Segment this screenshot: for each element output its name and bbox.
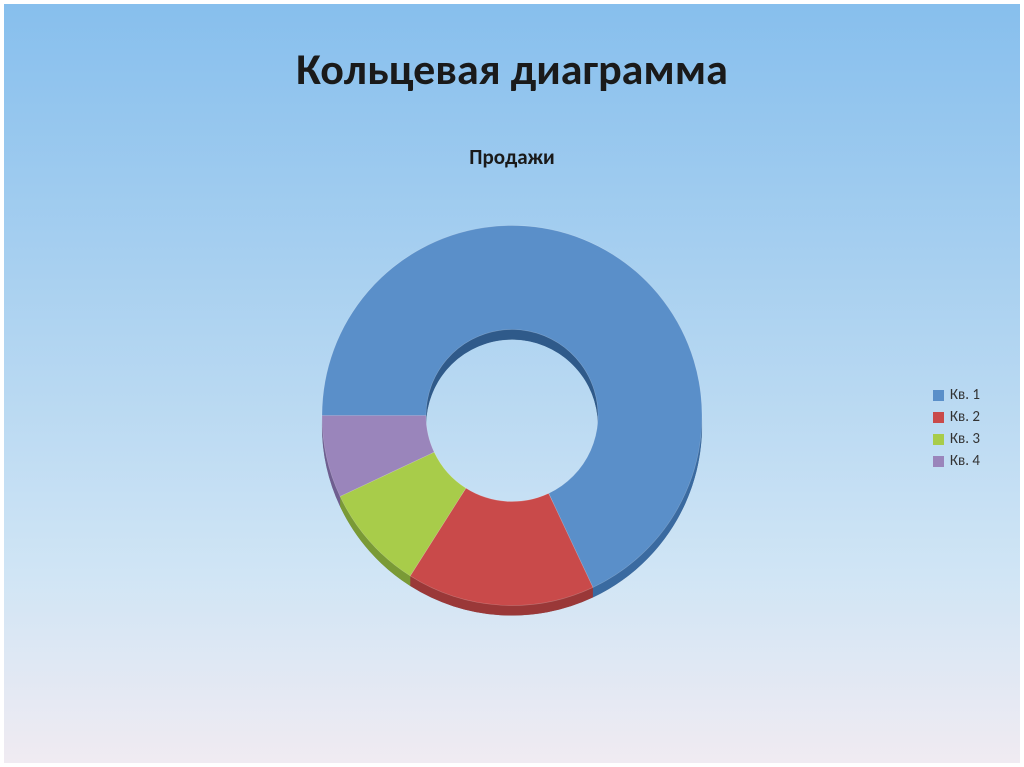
legend-item: Кв. 4 <box>933 452 980 470</box>
donut-svg <box>312 216 712 636</box>
slide: Кольцевая диаграмма Продажи Кв. 1Кв. 2Кв… <box>0 0 1024 767</box>
legend-item: Кв. 2 <box>933 408 980 426</box>
legend-item: Кв. 3 <box>933 430 980 448</box>
legend-swatch <box>933 412 944 423</box>
legend-label: Кв. 3 <box>950 430 980 448</box>
legend-label: Кв. 2 <box>950 408 980 426</box>
legend-swatch <box>933 434 944 445</box>
legend-swatch <box>933 390 944 401</box>
donut-chart <box>312 216 712 641</box>
legend-swatch <box>933 456 944 467</box>
chart-title: Продажи <box>4 144 1020 170</box>
legend-label: Кв. 1 <box>950 386 980 404</box>
legend: Кв. 1 Кв. 2 Кв. 3 Кв. 4 <box>933 382 980 474</box>
slide-title: Кольцевая диаграмма <box>4 4 1020 96</box>
chart-area: Кв. 1 Кв. 2 Кв. 3 Кв. 4 <box>4 178 1020 678</box>
legend-label: Кв. 4 <box>950 452 980 470</box>
legend-item: Кв. 1 <box>933 386 980 404</box>
